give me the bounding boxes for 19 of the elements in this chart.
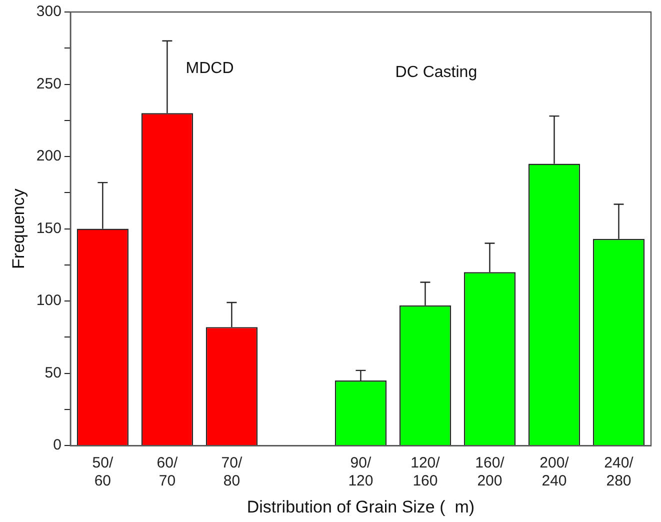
y-tick-label: 250 <box>36 75 62 92</box>
y-tick-label: 50 <box>44 364 62 382</box>
x-tick-label: 120/ 160 <box>410 454 441 490</box>
x-tick-label: 50/ 60 <box>92 454 114 490</box>
x-tick-label: 90/ 120 <box>348 454 374 490</box>
x-tick-label: 160/ 200 <box>475 454 506 490</box>
y-tick-label: 300 <box>36 3 62 20</box>
x-tick-label: 200/ 240 <box>540 454 570 490</box>
y-tick-label: 200 <box>36 148 62 165</box>
x-tick-label: 240/ 280 <box>604 454 634 490</box>
annotation: MDCD <box>186 60 234 77</box>
x-axis-title: Distribution of Grain Size ( m) <box>246 497 475 516</box>
annotation: DC Casting <box>395 64 478 82</box>
x-tick-label: 70/ 80 <box>221 454 243 490</box>
y-tick-label: 100 <box>36 292 62 310</box>
x-tick-label: 60/ 70 <box>156 454 178 490</box>
y-tick-label: 150 <box>36 220 62 237</box>
y-axis-title: Frequency <box>8 188 28 269</box>
y-tick-label: 0 <box>53 436 62 454</box>
